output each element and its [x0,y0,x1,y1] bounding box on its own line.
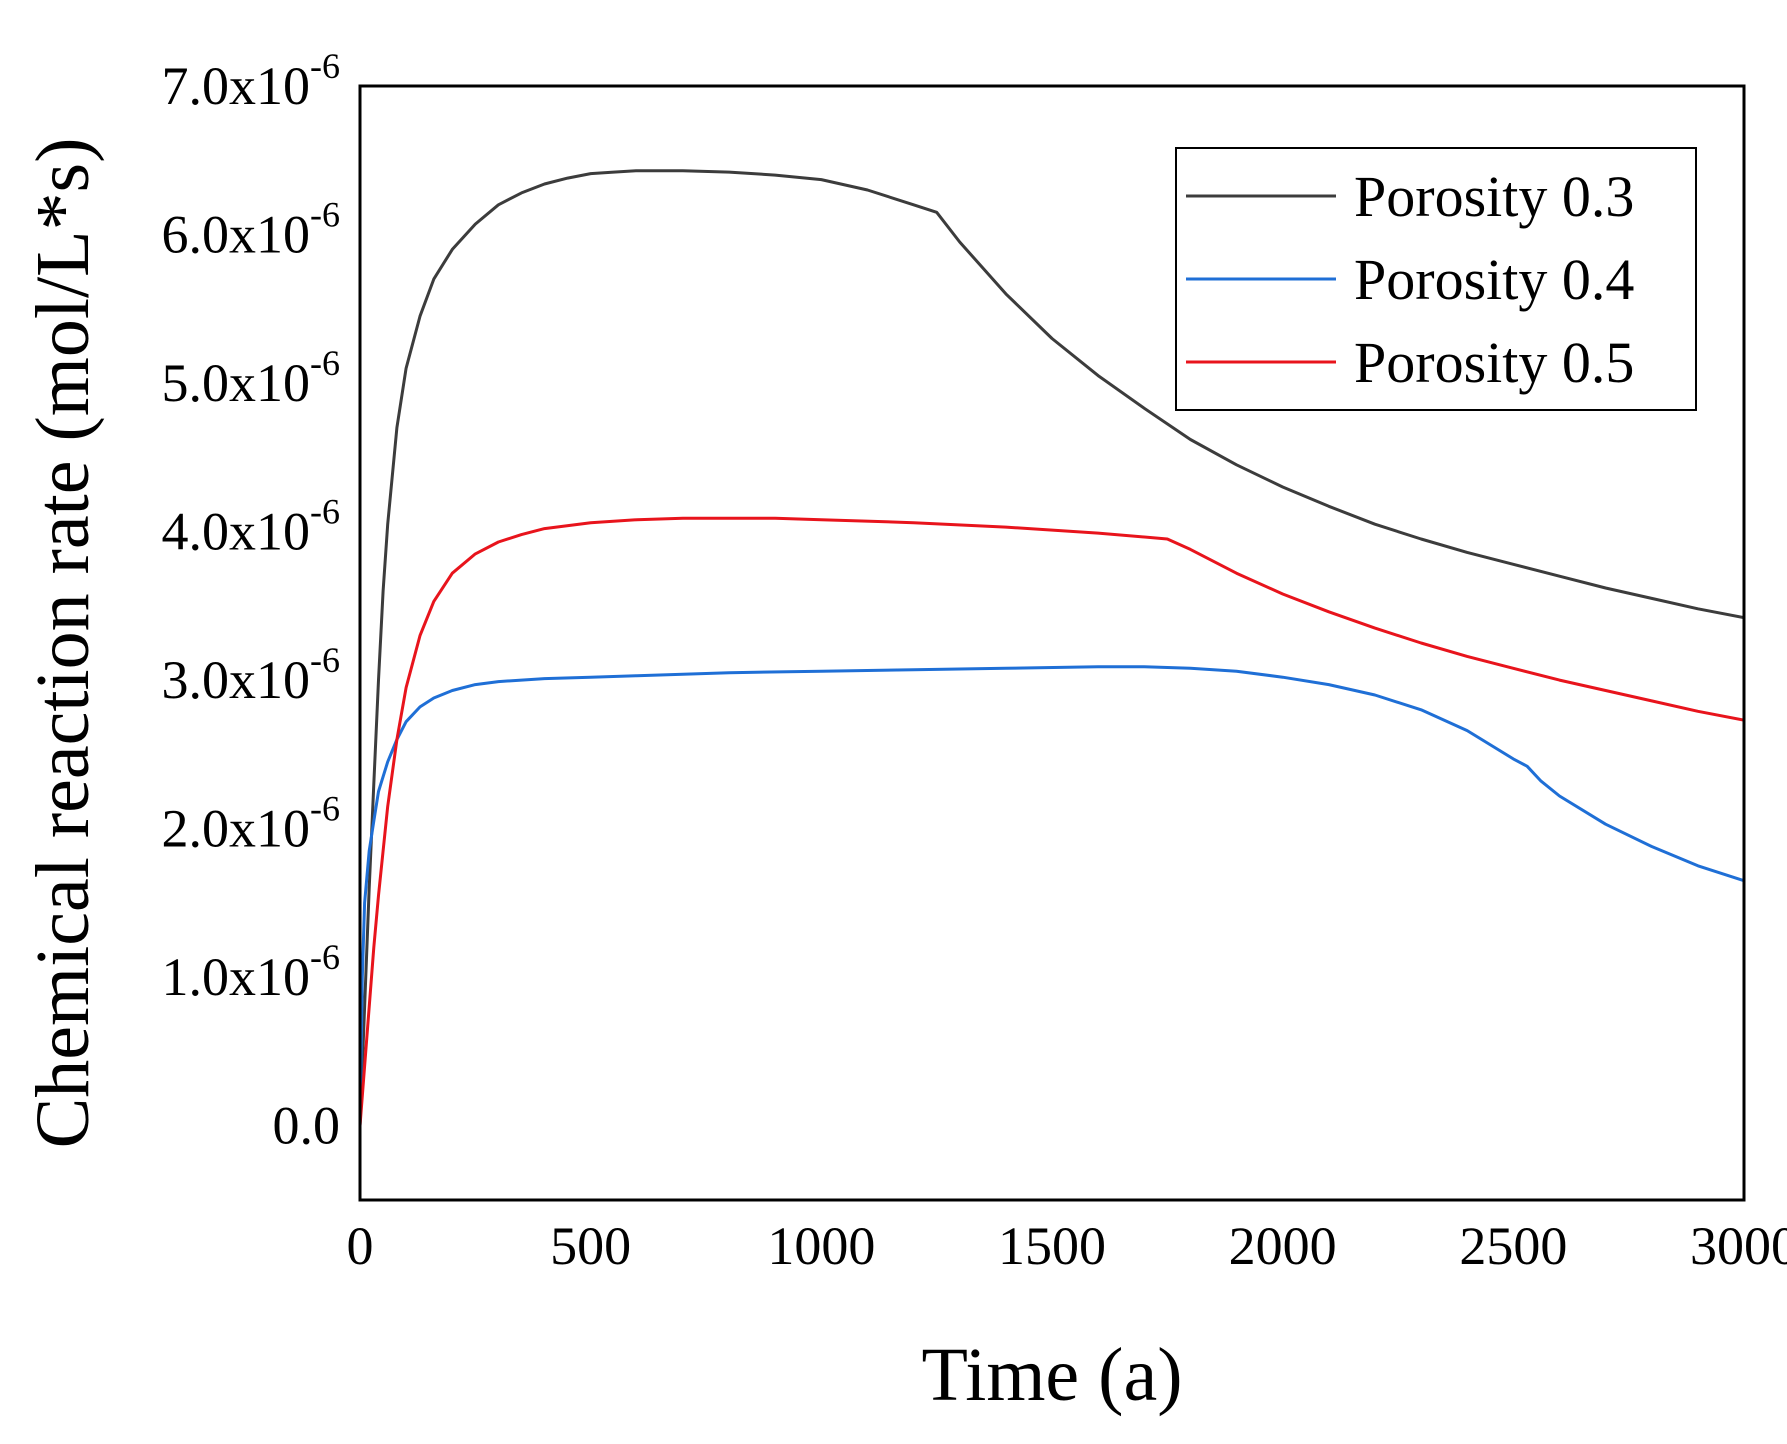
series-line-porosity-0-3 [360,169,1744,1128]
legend: Porosity 0.3 Porosity 0.4 Porosity 0.5 [1175,147,1697,411]
y-axis-tick-labels: 0.01.0x10-62.0x10-63.0x10-64.0x10-65.0x1… [162,46,341,1156]
series-line-porosity-0-4 [360,665,1744,1128]
x-tick-label: 3000 [1690,1216,1787,1276]
x-tick-label: 0 [347,1216,374,1276]
series-line-porosity-0-5 [360,516,1744,1128]
series-layer [360,169,1744,1128]
y-tick-exponent: -6 [310,789,340,829]
x-tick-label: 500 [550,1216,631,1276]
x-axis-title: Time (a) [921,1333,1182,1417]
y-tick-label: 2.0x10-6 [162,789,341,859]
x-tick-label: 1500 [998,1216,1106,1276]
plot-frame [358,84,1746,1202]
y-tick-exponent: -6 [310,640,340,680]
y-tick-exponent: -6 [310,492,340,532]
legend-label-porosity-0-4: Porosity 0.4 [1354,247,1634,312]
legend-label-porosity-0-3: Porosity 0.3 [1354,164,1634,229]
y-tick-label: 0.0 [273,1096,341,1156]
y-tick-exponent: -6 [310,343,340,383]
x-tick-label: 2000 [1229,1216,1337,1276]
y-tick-exponent: -6 [310,937,340,977]
legend-label-porosity-0-5: Porosity 0.5 [1354,330,1634,395]
x-tick-label: 1000 [767,1216,875,1276]
y-tick-exponent: -6 [310,195,340,235]
x-axis-tick-labels: 0 500 1000 1500 2000 2500 3000 [347,1216,1787,1276]
y-tick-exponent: -6 [310,46,340,86]
x-tick-label: 2500 [1459,1216,1567,1276]
y-axis-title: Chemical reaction rate (mol/L*s) [21,138,105,1149]
